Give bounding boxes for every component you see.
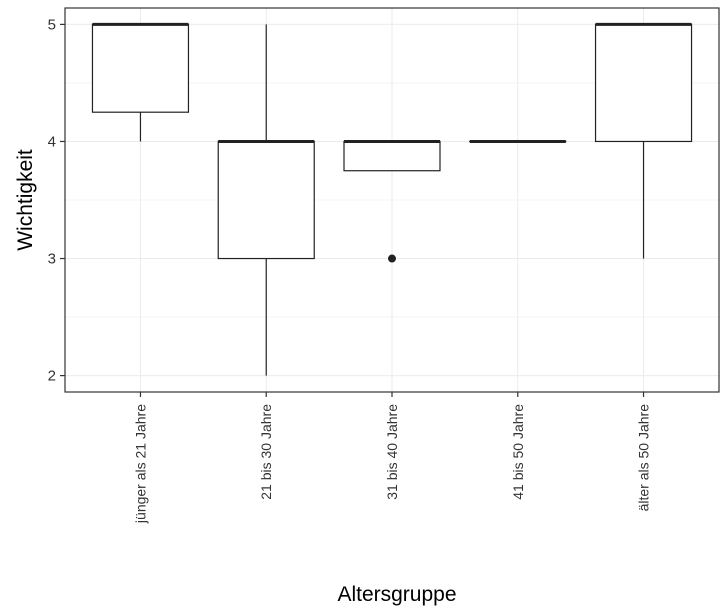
box	[91, 23, 190, 113]
y-axis-title: Wichtigkeit	[14, 149, 37, 251]
x-axis-title: Altersgruppe	[337, 583, 456, 606]
box	[217, 140, 315, 260]
x-tick-label: 41 bis 50 Jahre	[510, 404, 526, 500]
x-tick-label: älter als 50 Jahre	[636, 404, 652, 512]
axes: 2 3 4 5 jünger als 21 Jahre 21 bis 30 Jahre 31…	[48, 16, 652, 524]
x-tick-label: 21 bis 30 Jahre	[258, 404, 274, 500]
y-tick-label: 4	[48, 133, 56, 150]
box	[343, 140, 441, 172]
x-tick-label: jünger als 21 Jahre	[132, 404, 148, 524]
outlier-point	[388, 254, 396, 263]
box	[594, 23, 693, 143]
boxes	[91, 22, 693, 376]
y-tick-label: 5	[48, 16, 56, 33]
x-tick-label: 31 bis 40 Jahre	[384, 404, 400, 500]
y-tick-label: 3	[48, 251, 56, 268]
y-tick-label: 2	[48, 368, 56, 385]
